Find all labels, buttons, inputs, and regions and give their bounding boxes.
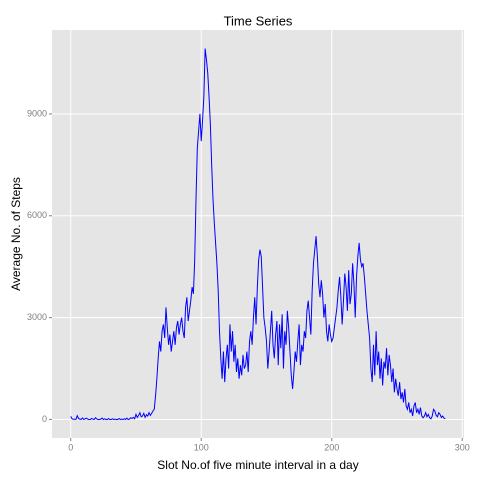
y-tick-label: 6000 [27, 210, 47, 220]
x-axis-label: Slot No.of five minute interval in a day [157, 458, 358, 472]
x-tick-label: 200 [324, 442, 339, 452]
y-axis-label: Average No. of Steps [9, 177, 23, 291]
x-tick-label: 0 [68, 442, 73, 452]
chart-title: Time Series [224, 13, 293, 28]
panel [52, 30, 464, 438]
x-tick-label: 100 [194, 442, 209, 452]
x-tick-label: 300 [455, 442, 470, 452]
y-tick-label: 9000 [27, 108, 47, 118]
y-tick-label: 0 [42, 414, 47, 424]
y-tick-label: 3000 [27, 312, 47, 322]
line [70, 48, 446, 421]
